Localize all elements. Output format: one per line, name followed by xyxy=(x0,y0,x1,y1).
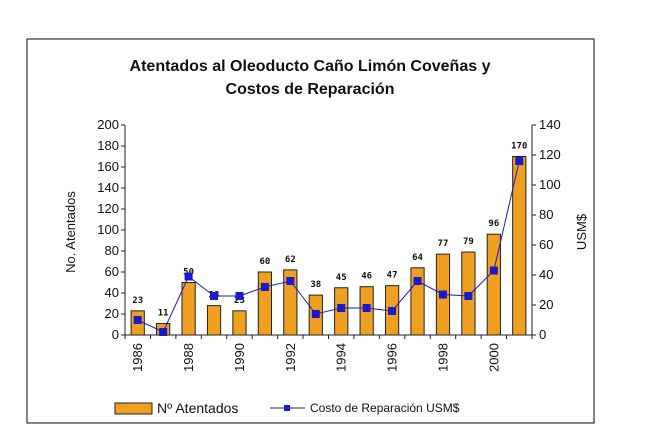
bar-label-1995: 46 xyxy=(361,272,372,282)
y-left-tick-120: 120 xyxy=(97,201,119,216)
x-tick-1996: 1996 xyxy=(385,343,400,372)
x-tick-1986: 1986 xyxy=(130,343,145,372)
line-point-1988 xyxy=(184,272,193,281)
line-point-1993 xyxy=(311,310,320,318)
bar-label-2000: 96 xyxy=(488,219,499,229)
bar-label-1986: 23 xyxy=(132,296,143,306)
bar-1991 xyxy=(257,271,273,336)
y-right-tick-80: 80 xyxy=(539,207,553,222)
line-point-1999 xyxy=(464,292,473,300)
y-left-tick-140: 140 xyxy=(97,180,119,195)
legend-line-marker xyxy=(284,405,290,411)
y-left-tick-60: 60 xyxy=(105,264,119,279)
y-right-tick-60: 60 xyxy=(539,237,553,252)
bar-2001 xyxy=(512,156,527,336)
line-point-1990 xyxy=(235,292,244,300)
chart-frame xyxy=(26,38,595,424)
line-point-1998 xyxy=(438,290,447,299)
line-point-1991 xyxy=(260,283,269,291)
legend-bar-swatch xyxy=(114,402,153,415)
line-point-1997 xyxy=(413,277,422,285)
line-point-1992 xyxy=(286,277,295,285)
bar-1988 xyxy=(181,282,196,336)
y-left-tick-80: 80 xyxy=(105,243,119,258)
x-tick-1998: 1998 xyxy=(435,343,450,372)
y-right-tick-100: 100 xyxy=(539,177,561,192)
legend-bar-label: Nº Atentados xyxy=(157,400,238,416)
y-right-tick-40: 40 xyxy=(539,267,553,282)
chart-title-line-2: Costos de Reparación xyxy=(226,81,395,98)
y-right-tick-120: 120 xyxy=(539,147,561,162)
bar-label-1997: 64 xyxy=(412,253,423,263)
line-point-1996 xyxy=(388,307,397,315)
bar-1990 xyxy=(232,310,247,336)
y-left-tick-20: 20 xyxy=(105,306,119,321)
chart-title-line-1: Atentados al Oleoducto Caño Limón Coveña… xyxy=(130,58,491,75)
x-tick-1988: 1988 xyxy=(181,343,196,372)
y-left-tick-0: 0 xyxy=(112,327,119,342)
bar-label-1987: 11 xyxy=(158,308,169,318)
x-tick-1994: 1994 xyxy=(334,343,349,372)
line-point-2000 xyxy=(489,266,498,275)
bar-label-1996: 47 xyxy=(387,271,398,281)
y-left-axis-label: No. Atentados xyxy=(63,191,78,273)
line-point-1994 xyxy=(337,304,346,312)
bar-label-1994: 45 xyxy=(336,273,347,283)
bar-label-1992: 62 xyxy=(285,255,296,265)
line-point-1995 xyxy=(362,304,371,312)
y-left-tick-160: 160 xyxy=(97,159,119,174)
bar-label-1998: 77 xyxy=(438,239,449,249)
line-point-1989 xyxy=(210,292,219,300)
y-right-tick-140: 140 xyxy=(539,117,561,132)
line-series-cost xyxy=(137,160,520,333)
plot-area: 2311502823606238454647647779961700204060… xyxy=(97,117,560,372)
bar-1989 xyxy=(206,305,222,336)
line-point-1986 xyxy=(133,316,142,324)
bar-label-1999: 79 xyxy=(463,237,474,247)
y-left-tick-100: 100 xyxy=(97,222,119,237)
x-tick-1990: 1990 xyxy=(232,343,247,372)
y-right-tick-0: 0 xyxy=(539,327,546,342)
legend: Nº Atentados Costo de Reparación USM$ xyxy=(114,400,460,416)
bar-label-1990: 23 xyxy=(234,296,245,306)
line-point-1987 xyxy=(159,328,168,336)
y-left-tick-40: 40 xyxy=(105,285,119,300)
line-point-2001 xyxy=(515,157,524,165)
x-tick-1992: 1992 xyxy=(283,343,298,372)
y-right-axis-label: USM$ xyxy=(574,213,589,250)
legend-line-label: Costo de Reparación USM$ xyxy=(310,401,460,415)
y-left-tick-180: 180 xyxy=(97,138,119,153)
y-left-tick-200: 200 xyxy=(97,117,119,132)
bar-label-1993: 38 xyxy=(310,280,321,290)
y-right-tick-20: 20 xyxy=(539,297,553,312)
bar-label-1991: 60 xyxy=(259,257,270,267)
bar-label-2001: 170 xyxy=(511,142,527,152)
x-tick-2000: 2000 xyxy=(486,343,501,372)
